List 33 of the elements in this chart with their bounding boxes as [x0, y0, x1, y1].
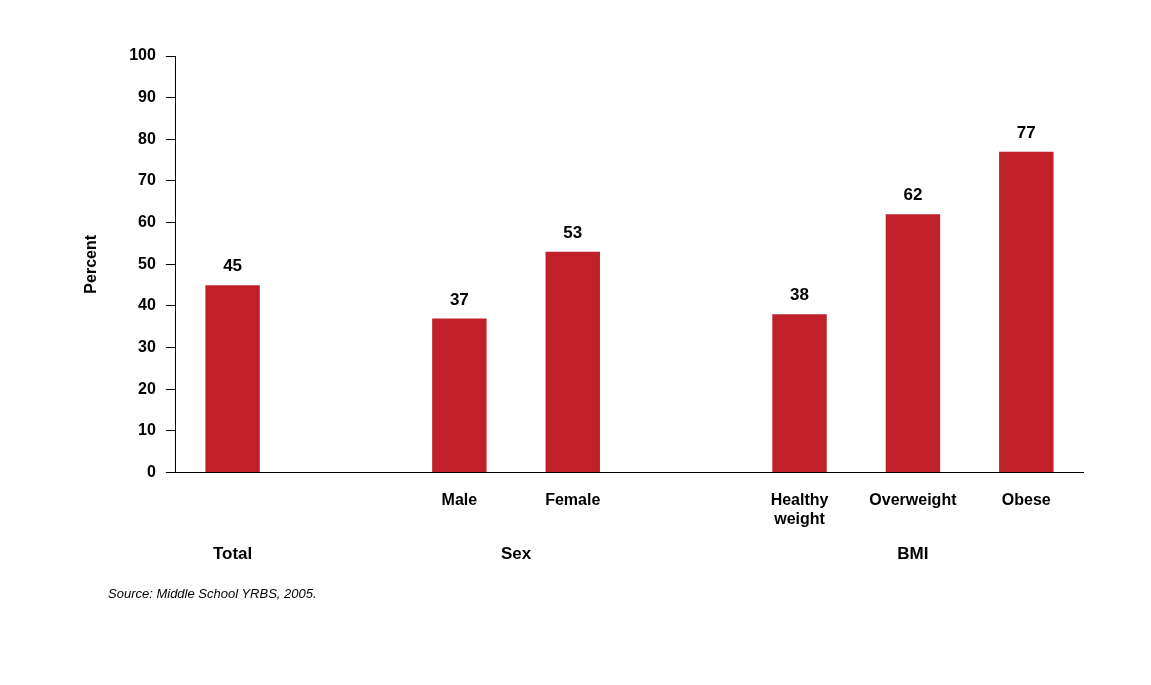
- source-note: Source: Middle School YRBS, 2005.: [108, 586, 317, 602]
- x-tick-label: Male: [441, 490, 478, 508]
- data-label: 37: [449, 289, 469, 309]
- y-tick-label: 80: [138, 129, 156, 147]
- data-label: 77: [1016, 123, 1036, 143]
- bar: [885, 214, 941, 473]
- bar: [205, 285, 260, 473]
- y-tick-label: 20: [138, 379, 156, 397]
- bar: [999, 151, 1054, 473]
- x-tick-label: Obese: [1001, 490, 1051, 508]
- x-tick-label: Female: [545, 490, 601, 508]
- y-tick-label: 40: [138, 296, 156, 314]
- data-label: 62: [903, 185, 923, 205]
- bar: [772, 314, 827, 473]
- y-tick-label: 30: [138, 338, 156, 356]
- data-label: 38: [790, 285, 809, 305]
- y-tick-label: 10: [138, 421, 156, 439]
- text: Total: [212, 544, 253, 564]
- y-tick-label: 70: [138, 171, 156, 189]
- y-tick-label: 100: [129, 46, 156, 64]
- y-tick-label: 90: [138, 88, 156, 106]
- x-tick-label: Overweight: [869, 490, 958, 508]
- y-tick-label: 0: [146, 463, 156, 481]
- y-axis-title: Percent: [82, 234, 100, 294]
- y-tick-label: 50: [138, 254, 156, 272]
- data-label: 53: [563, 222, 583, 242]
- bar: [545, 251, 600, 473]
- data-label: 45: [223, 256, 243, 276]
- x-tick-label: Healthy weight: [770, 490, 829, 527]
- y-tick-label: 60: [138, 213, 156, 231]
- bar: [432, 318, 487, 473]
- text: BMI: [897, 544, 929, 564]
- text: Sex: [500, 544, 532, 564]
